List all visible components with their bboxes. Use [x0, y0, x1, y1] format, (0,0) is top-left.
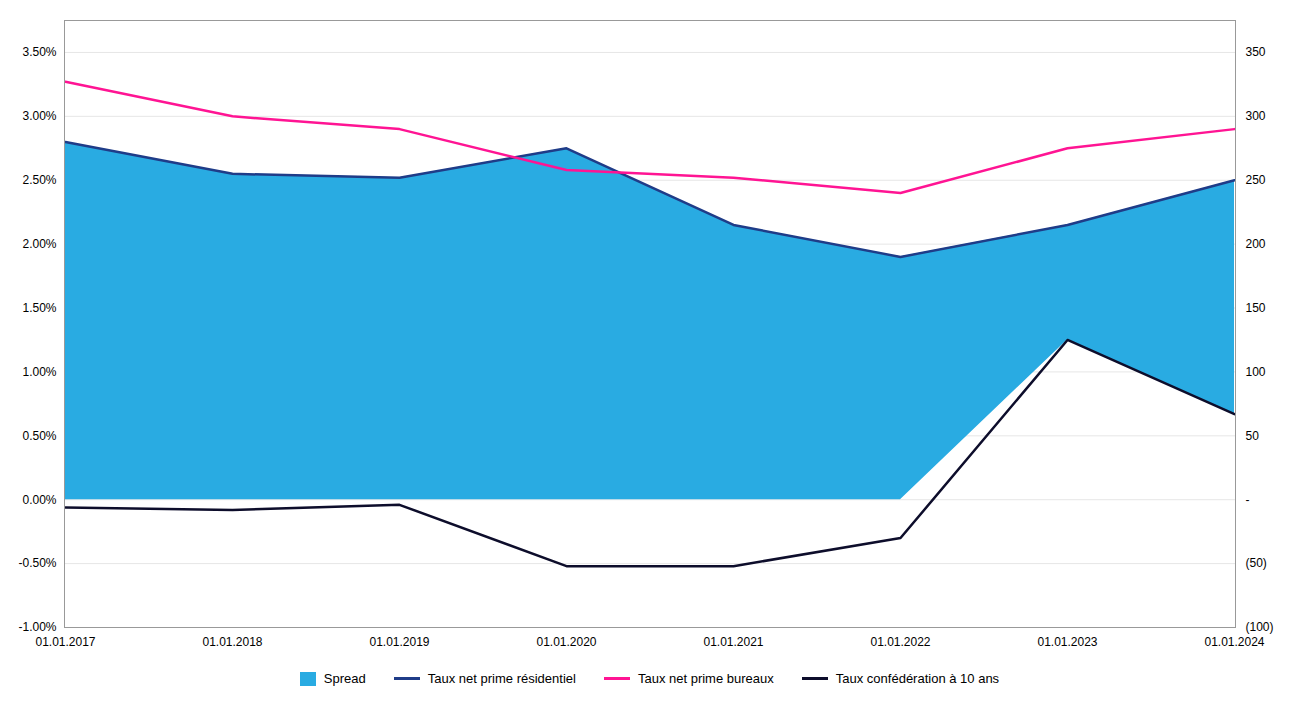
- svg-text:200: 200: [1246, 237, 1266, 251]
- svg-text:01.01.2020: 01.01.2020: [536, 635, 596, 649]
- html-text:Taux net prime bureaux: Taux net prime bureaux: [637, 671, 774, 686]
- svg-text:-: -: [1246, 493, 1250, 507]
- svg-text:01.01.2024: 01.01.2024: [1204, 635, 1264, 649]
- svg-text:0.00%: 0.00%: [22, 493, 56, 507]
- svg-text:2.00%: 2.00%: [22, 237, 56, 251]
- svg-text:(50): (50): [1246, 556, 1267, 570]
- svg-text:3.50%: 3.50%: [22, 45, 56, 59]
- svg-text:300: 300: [1246, 109, 1266, 123]
- svg-text:100: 100: [1246, 365, 1266, 379]
- svg-text:3.00%: 3.00%: [22, 109, 56, 123]
- html-text:Taux net prime résidentiel: Taux net prime résidentiel: [427, 671, 576, 686]
- svg-text:2.50%: 2.50%: [22, 173, 56, 187]
- svg-text:-1.00%: -1.00%: [18, 620, 56, 634]
- html-text:Taux confédération à 10 ans: Taux confédération à 10 ans: [835, 671, 1000, 686]
- svg-text:01.01.2021: 01.01.2021: [703, 635, 763, 649]
- svg-text:01.01.2022: 01.01.2022: [870, 635, 930, 649]
- svg-text:01.01.2023: 01.01.2023: [1037, 635, 1097, 649]
- svg-text:50: 50: [1246, 429, 1260, 443]
- svg-text:-0.50%: -0.50%: [18, 556, 56, 570]
- svg-text:(100): (100): [1246, 620, 1274, 634]
- html-text:Spread: Spread: [323, 671, 366, 686]
- svg-text:150: 150: [1246, 301, 1266, 315]
- svg-text:1.50%: 1.50%: [22, 301, 56, 315]
- svg-text:01.01.2018: 01.01.2018: [202, 635, 262, 649]
- svg-text:01.01.2017: 01.01.2017: [35, 635, 95, 649]
- svg-text:350: 350: [1246, 45, 1266, 59]
- svg-text:01.01.2019: 01.01.2019: [369, 635, 429, 649]
- svg-text:1.00%: 1.00%: [22, 365, 56, 379]
- svg-text:250: 250: [1246, 173, 1266, 187]
- svg-text:0.50%: 0.50%: [22, 429, 56, 443]
